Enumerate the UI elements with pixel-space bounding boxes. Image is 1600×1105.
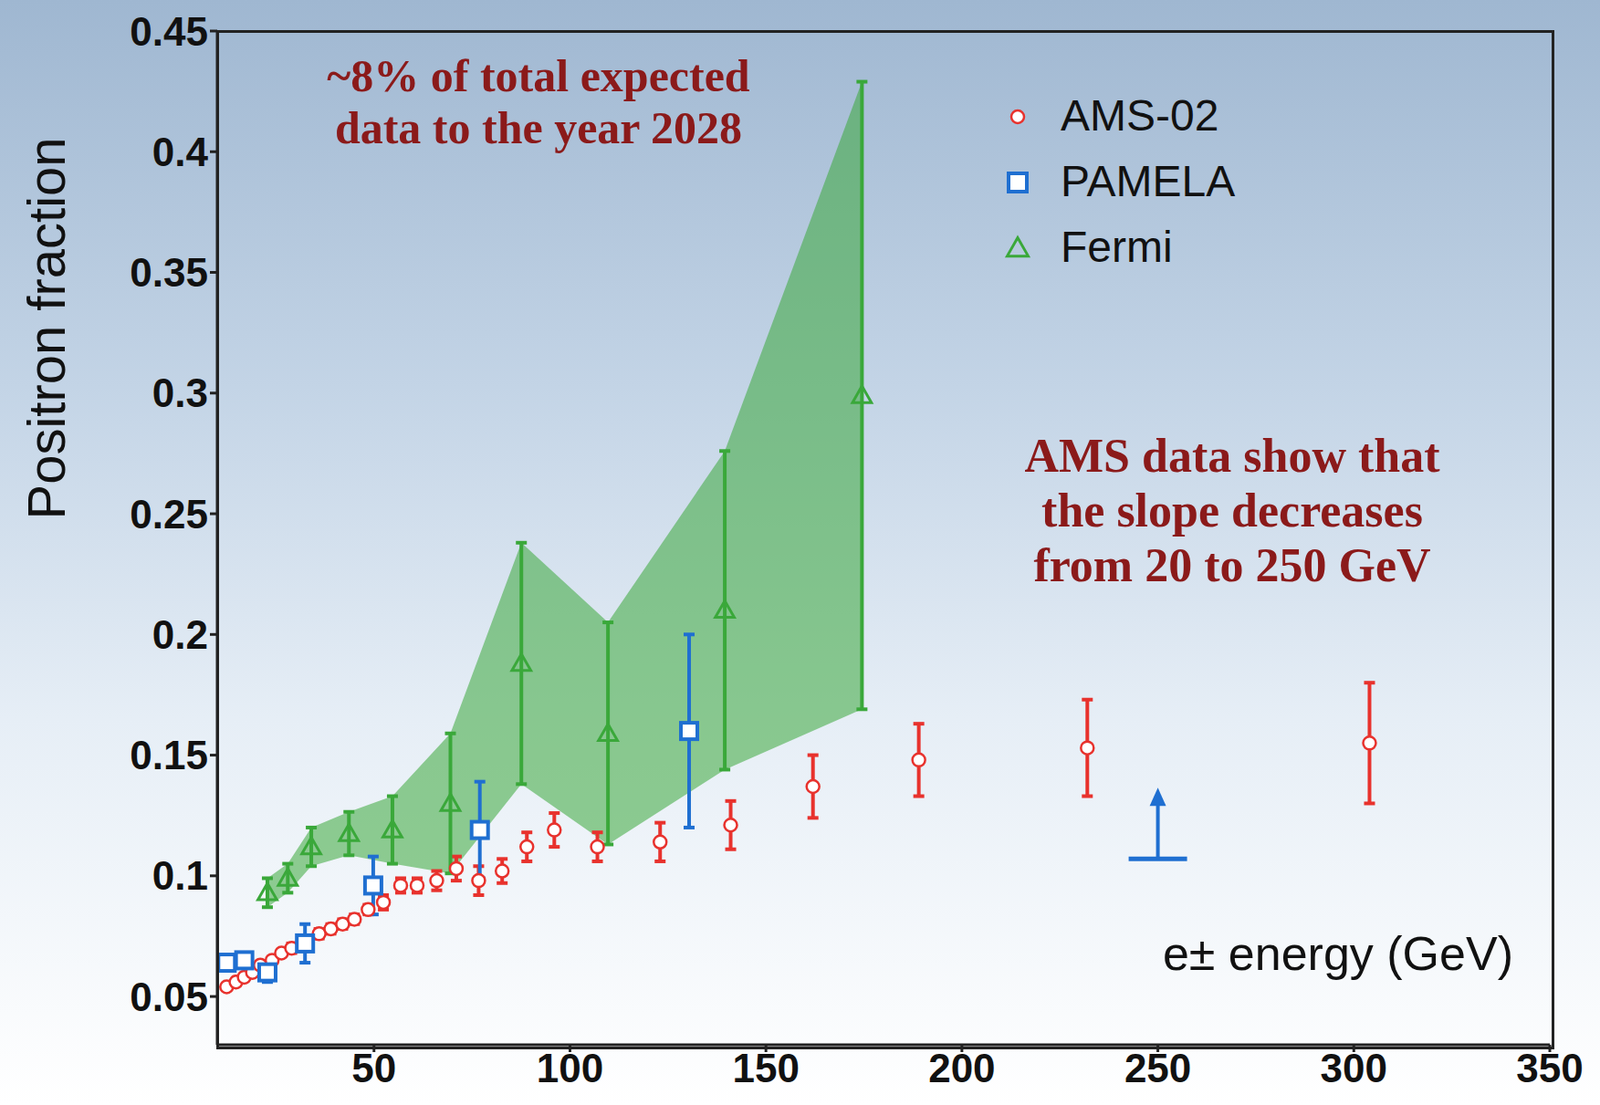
svg-text:50: 50 (351, 1045, 397, 1091)
svg-text:0.05: 0.05 (129, 974, 209, 1020)
svg-text:0.1: 0.1 (152, 853, 209, 899)
svg-text:0.35: 0.35 (129, 250, 209, 295)
html-text:AMS-02: AMS-02 (1060, 90, 1219, 140)
html-text:e± energy (GeV): e± energy (GeV) (1162, 927, 1514, 981)
html-text:AMS data show that the slope d: AMS data show that the slope decreases f… (1024, 429, 1440, 592)
svg-text:300: 300 (1320, 1045, 1388, 1091)
svg-text:0.4: 0.4 (152, 129, 210, 175)
svg-text:0.25: 0.25 (129, 491, 209, 537)
html-text:~8% of total expected data to: ~8% of total expected data to the year 2… (327, 50, 750, 154)
svg-text:0.45: 0.45 (129, 9, 209, 54)
svg-text:0.3: 0.3 (152, 370, 209, 416)
svg-text:350: 350 (1516, 1045, 1583, 1091)
html-text:Positron fraction: Positron fraction (15, 137, 76, 520)
svg-text:100: 100 (536, 1045, 604, 1091)
svg-text:0.15: 0.15 (129, 732, 209, 778)
svg-text:250: 250 (1124, 1045, 1192, 1091)
svg-text:0.2: 0.2 (152, 612, 209, 658)
svg-text:150: 150 (732, 1045, 799, 1091)
html-text:PAMELA: PAMELA (1060, 156, 1236, 205)
svg-text:200: 200 (928, 1045, 995, 1091)
html-text:Fermi: Fermi (1060, 222, 1173, 271)
